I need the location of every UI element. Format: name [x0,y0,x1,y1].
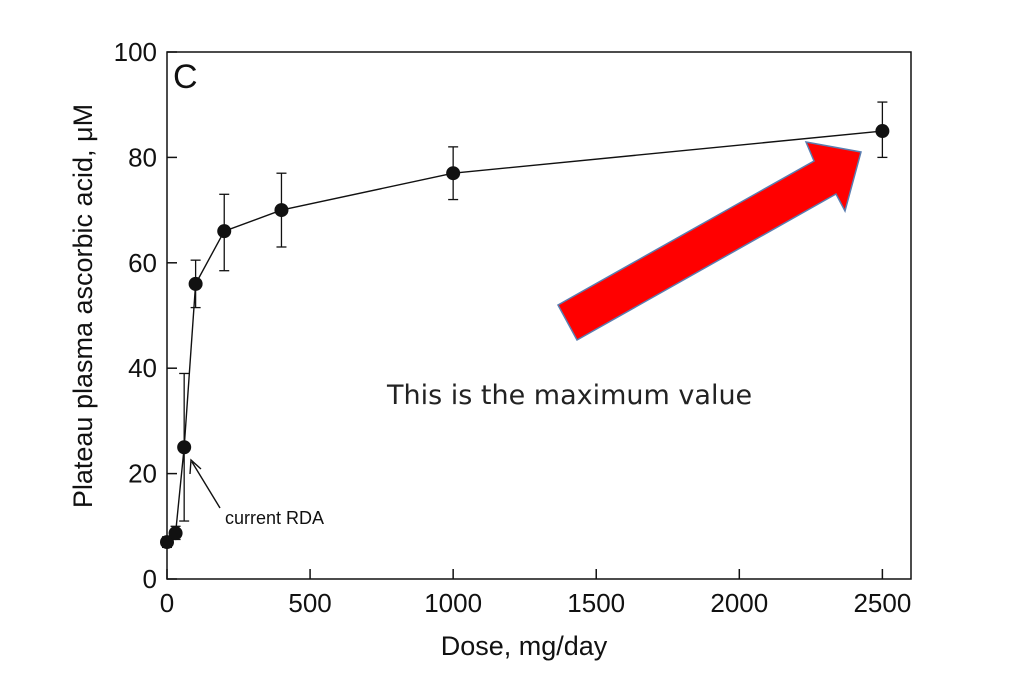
y-tick-label: 40 [128,353,157,383]
x-axis: 0 500 1000 1500 2000 2500 [160,569,911,618]
data-point [875,124,890,139]
y-tick-label: 60 [128,248,157,278]
error-bars [162,101,888,549]
data-point [274,203,289,218]
rda-arrow-line [191,461,221,509]
x-tick-label: 500 [288,588,331,618]
data-point [168,526,183,541]
y-tick-label: 80 [128,142,157,172]
panel-label: C [173,58,198,96]
red-arrow [556,141,862,342]
y-tick-label: 100 [114,37,157,67]
callout-text: This is the maximum value [386,380,752,411]
series-line [166,130,883,543]
data-point [177,440,192,455]
rda-arrowhead [189,458,202,475]
x-tick-label: 1000 [424,588,482,618]
x-tick-label: 1500 [567,588,625,618]
y-tick-label: 0 [143,564,157,594]
rda-annotation: current RDA [225,508,324,528]
plot-frame [166,51,912,580]
y-tick-label: 20 [128,459,157,489]
x-tick-label: 0 [160,588,174,618]
data-point [446,166,461,181]
data-point [160,535,174,550]
y-axis: 0 20 40 60 80 100 [114,37,177,594]
x-axis-label: Dose, mg/day [441,631,608,661]
data-points [160,124,890,550]
data-point [217,224,232,239]
y-axis-label: Plateau plasma ascorbic acid, μM [68,104,98,508]
data-point [188,276,203,291]
x-tick-label: 2000 [710,588,768,618]
x-tick-label: 2500 [853,588,911,618]
